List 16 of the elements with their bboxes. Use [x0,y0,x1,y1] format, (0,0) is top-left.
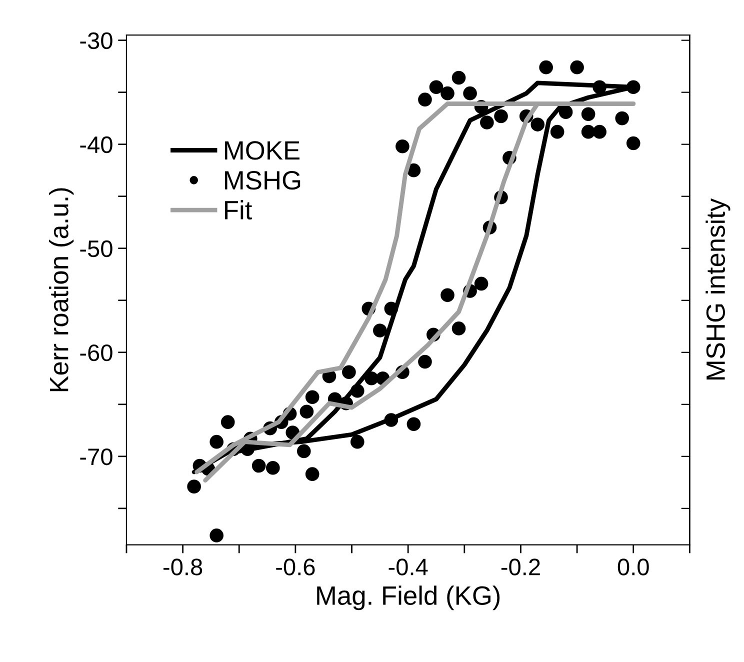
y-tick-label: -60 [80,344,112,362]
y-axis-title: Kerr roation (a.u.) [49,188,74,392]
y-tick-label: -30 [80,32,112,50]
x-tick-label: -0.8 [164,558,202,576]
legend-label: MOKE [225,141,300,160]
x-axis-title: Mag. Field (KG) [317,586,500,610]
legend-label: MSHG [225,170,300,190]
y2-axis-title: MSHG intensity [706,198,730,380]
x-tick-label: 0.0 [618,558,649,576]
y-tick-label: -70 [80,448,112,466]
x-tick-label: -0.2 [501,558,540,576]
y-tick-label: -40 [80,136,112,154]
legend-label: Fit [225,200,252,220]
x-tick-label: -0.4 [388,558,428,576]
x-tick-label: -0.6 [276,558,315,576]
y-tick-label: -50 [80,240,112,258]
